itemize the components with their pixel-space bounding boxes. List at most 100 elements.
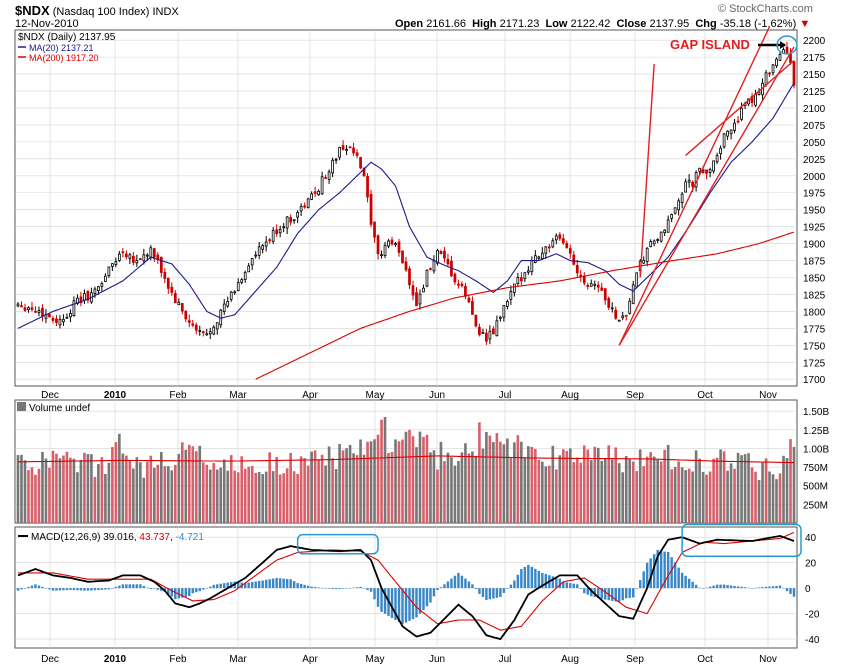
- macd-histogram-bar: [236, 582, 240, 589]
- candle-body: [492, 328, 495, 335]
- volume-bar: [722, 451, 726, 523]
- macd-histogram-bar: [76, 588, 79, 591]
- chart-date: 12-Nov-2010: [15, 18, 79, 30]
- candle-body: [512, 283, 516, 293]
- macd-x-label: Apr: [302, 654, 318, 665]
- candle-body: [387, 240, 390, 247]
- macd-histogram-bar: [687, 578, 691, 589]
- price-y-tick: 2125: [803, 87, 826, 98]
- candle-body: [572, 254, 576, 265]
- macd-histogram-bar: [348, 587, 352, 589]
- price-panel-frame: [14, 29, 798, 387]
- volume-bar: [673, 466, 677, 523]
- macd-histogram-bar: [789, 588, 792, 594]
- macd-histogram-bar: [390, 588, 394, 618]
- volume-bar: [680, 467, 684, 523]
- candle-body: [296, 212, 300, 218]
- candle-body: [687, 179, 691, 183]
- macd-histogram-bar: [299, 583, 303, 589]
- macd-histogram-bar: [93, 588, 97, 591]
- volume-bar: [785, 458, 789, 523]
- volume-bar: [439, 441, 443, 523]
- chg-value: -35.18 (-1.62%): [719, 18, 797, 30]
- volume-bar: [429, 452, 432, 523]
- price-x-label: Mar: [229, 390, 247, 401]
- macd-histogram-bar: [614, 588, 617, 602]
- volume-bar: [792, 446, 796, 523]
- volume-bar: [362, 454, 366, 523]
- macd-histogram-bar: [450, 578, 453, 589]
- volume-bar: [352, 453, 355, 523]
- macd-histogram-bar: [345, 588, 348, 589]
- volume-bar: [565, 450, 569, 523]
- macd-histogram-bar: [296, 583, 299, 589]
- macd-histogram-bar: [216, 584, 219, 589]
- candle-body: [659, 231, 663, 242]
- volume-bar: [691, 471, 694, 523]
- macd-histogram-bar: [289, 579, 292, 589]
- macd-histogram-bar: [20, 588, 23, 590]
- candle-body: [729, 129, 733, 135]
- candle-body: [320, 176, 324, 195]
- candle-body: [439, 251, 443, 255]
- gap-island-annotation: GAP ISLAND: [670, 37, 750, 52]
- candle-body: [177, 301, 181, 306]
- macd-x-label: Mar: [229, 654, 247, 665]
- candle-body: [226, 301, 230, 307]
- volume-bar: [523, 457, 527, 523]
- candle-body: [624, 314, 628, 317]
- macd-histogram-bar: [471, 584, 474, 589]
- macd-histogram-bar: [107, 588, 111, 590]
- candle-body: [135, 259, 139, 264]
- macd-histogram-bar: [446, 581, 450, 589]
- price-y-tick: 1950: [803, 206, 826, 217]
- volume-bar: [187, 444, 191, 523]
- macd-x-label: Jul: [499, 654, 512, 665]
- volume-bar: [460, 452, 464, 523]
- candle-body: [205, 333, 209, 336]
- macd-histogram-bar: [310, 586, 313, 589]
- candle-body: [401, 250, 404, 264]
- macd-histogram-bar: [243, 583, 247, 589]
- volume-bar: [76, 472, 79, 523]
- volume-bar: [768, 471, 771, 523]
- macd-histogram-bar: [432, 588, 436, 597]
- macd-histogram-bar: [125, 584, 128, 589]
- volume-bar: [401, 439, 404, 523]
- macd-histogram-bar: [673, 562, 677, 589]
- macd-histogram-bar: [757, 587, 761, 589]
- gap-island-circle: [776, 35, 798, 55]
- macd-histogram-bar: [771, 586, 775, 589]
- candle-body: [118, 253, 121, 261]
- macd-histogram-bar: [37, 585, 41, 589]
- macd-histogram-bar: [513, 580, 516, 589]
- macd-histogram-bar: [167, 588, 170, 595]
- candle-body: [457, 283, 460, 286]
- volume-bar: [645, 456, 649, 523]
- volume-bar: [513, 442, 516, 523]
- volume-bar: [264, 471, 268, 523]
- candle-body: [516, 277, 520, 284]
- candle-body: [268, 239, 272, 242]
- macd-histogram-bar: [181, 588, 184, 598]
- volume-bar: [617, 463, 621, 523]
- macd-histogram-bar: [104, 588, 107, 590]
- volume-bar: [750, 467, 754, 523]
- volume-bar: [575, 457, 579, 523]
- candle-body: [677, 200, 681, 211]
- volume-bar: [551, 445, 555, 523]
- candle-body: [222, 303, 226, 312]
- volume-bar: [778, 473, 782, 523]
- volume-bar: [313, 450, 317, 523]
- candle-body: [128, 254, 132, 259]
- macd-histogram-bar: [191, 588, 194, 594]
- candle-body: [785, 46, 789, 54]
- volume-bar: [670, 469, 673, 523]
- macd-legend: MACD(12,26,9) 39.016, 43.737, -4.721: [31, 532, 204, 543]
- candle-body: [670, 214, 674, 219]
- macd-histogram-bar: [271, 578, 275, 589]
- volume-bar: [628, 459, 632, 523]
- volume-bar: [104, 474, 107, 523]
- trendline: [685, 59, 795, 156]
- macd-histogram-bar: [362, 588, 366, 589]
